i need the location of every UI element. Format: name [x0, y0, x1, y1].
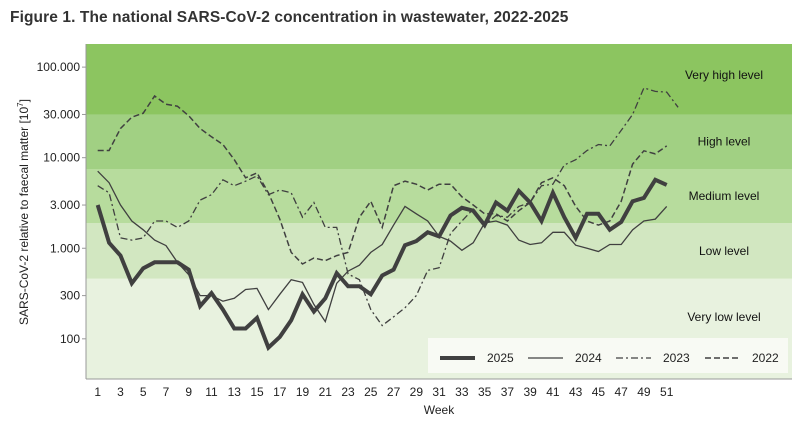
- x-tick-label: 39: [523, 385, 537, 399]
- y-tick-label: 10.000: [43, 151, 80, 165]
- x-tick-label: 43: [569, 385, 583, 399]
- x-tick-label: 15: [250, 385, 264, 399]
- y-axis-label: SARS-CoV-2 relative to faecal matter [10…: [16, 99, 31, 325]
- series-line-2023: [97, 87, 679, 327]
- x-tick-label: 1: [94, 385, 101, 399]
- x-tick-label: 47: [615, 385, 629, 399]
- legend-box: [428, 338, 788, 373]
- series-line-2022: [97, 94, 668, 265]
- level-label: Very high level: [685, 68, 763, 82]
- x-tick-label: 45: [592, 385, 606, 399]
- x-tick-label: 9: [185, 385, 192, 399]
- x-tick-label: 21: [319, 385, 333, 399]
- chart-title: Figure 1. The national SARS-CoV-2 concen…: [10, 9, 569, 26]
- y-tick-label: 100.000: [37, 60, 81, 74]
- series-line-2025: [95, 177, 668, 352]
- x-tick-label: 49: [637, 385, 651, 399]
- x-axis-label: Week: [424, 403, 455, 417]
- x-tick-label: 17: [273, 385, 287, 399]
- x-tick-label: 41: [546, 385, 560, 399]
- legend-label: 2023: [663, 351, 690, 365]
- y-tick-label: 1.000: [50, 241, 80, 255]
- x-tick-label: 23: [341, 385, 355, 399]
- y-tick-label: 3.000: [50, 198, 80, 212]
- level-label: Medium level: [689, 189, 760, 203]
- legend-label: 2022: [752, 351, 779, 365]
- level-band: [86, 168, 792, 224]
- y-axis-label-text: SARS-CoV-2 relative to faecal matter [10: [17, 107, 31, 325]
- level-band: [86, 114, 792, 169]
- y-axis-label-bracket: ]: [17, 99, 31, 102]
- y-tick-label: 30.000: [43, 107, 80, 121]
- x-tick-label: 3: [117, 385, 124, 399]
- x-tick-label: 19: [296, 385, 310, 399]
- x-tick-label: 37: [501, 385, 515, 399]
- level-label: Low level: [699, 244, 749, 258]
- y-tick-label: 100: [60, 332, 80, 346]
- x-tick-label: 35: [478, 385, 492, 399]
- x-tick-label: 33: [455, 385, 469, 399]
- x-tick-label: 31: [432, 385, 446, 399]
- y-axis-label-exponent: 7: [16, 102, 25, 107]
- legend: 2025 2024 2023 2022: [428, 338, 788, 373]
- level-band: [86, 44, 792, 115]
- level-band: [86, 223, 792, 279]
- x-tick-label: 27: [387, 385, 401, 399]
- y-tick-label: 300: [60, 289, 80, 303]
- x-tick-label: 25: [364, 385, 378, 399]
- legend-label: 2025: [487, 351, 514, 365]
- level-label: High level: [698, 135, 751, 149]
- x-tick-label: 51: [660, 385, 674, 399]
- x-tick-label: 13: [228, 385, 242, 399]
- x-tick-label: 7: [163, 385, 170, 399]
- legend-label: 2024: [575, 351, 602, 365]
- x-tick-label: 5: [140, 385, 147, 399]
- x-tick-label: 29: [410, 385, 424, 399]
- x-tick-label: 11: [205, 385, 218, 399]
- level-label: Very low level: [687, 310, 760, 324]
